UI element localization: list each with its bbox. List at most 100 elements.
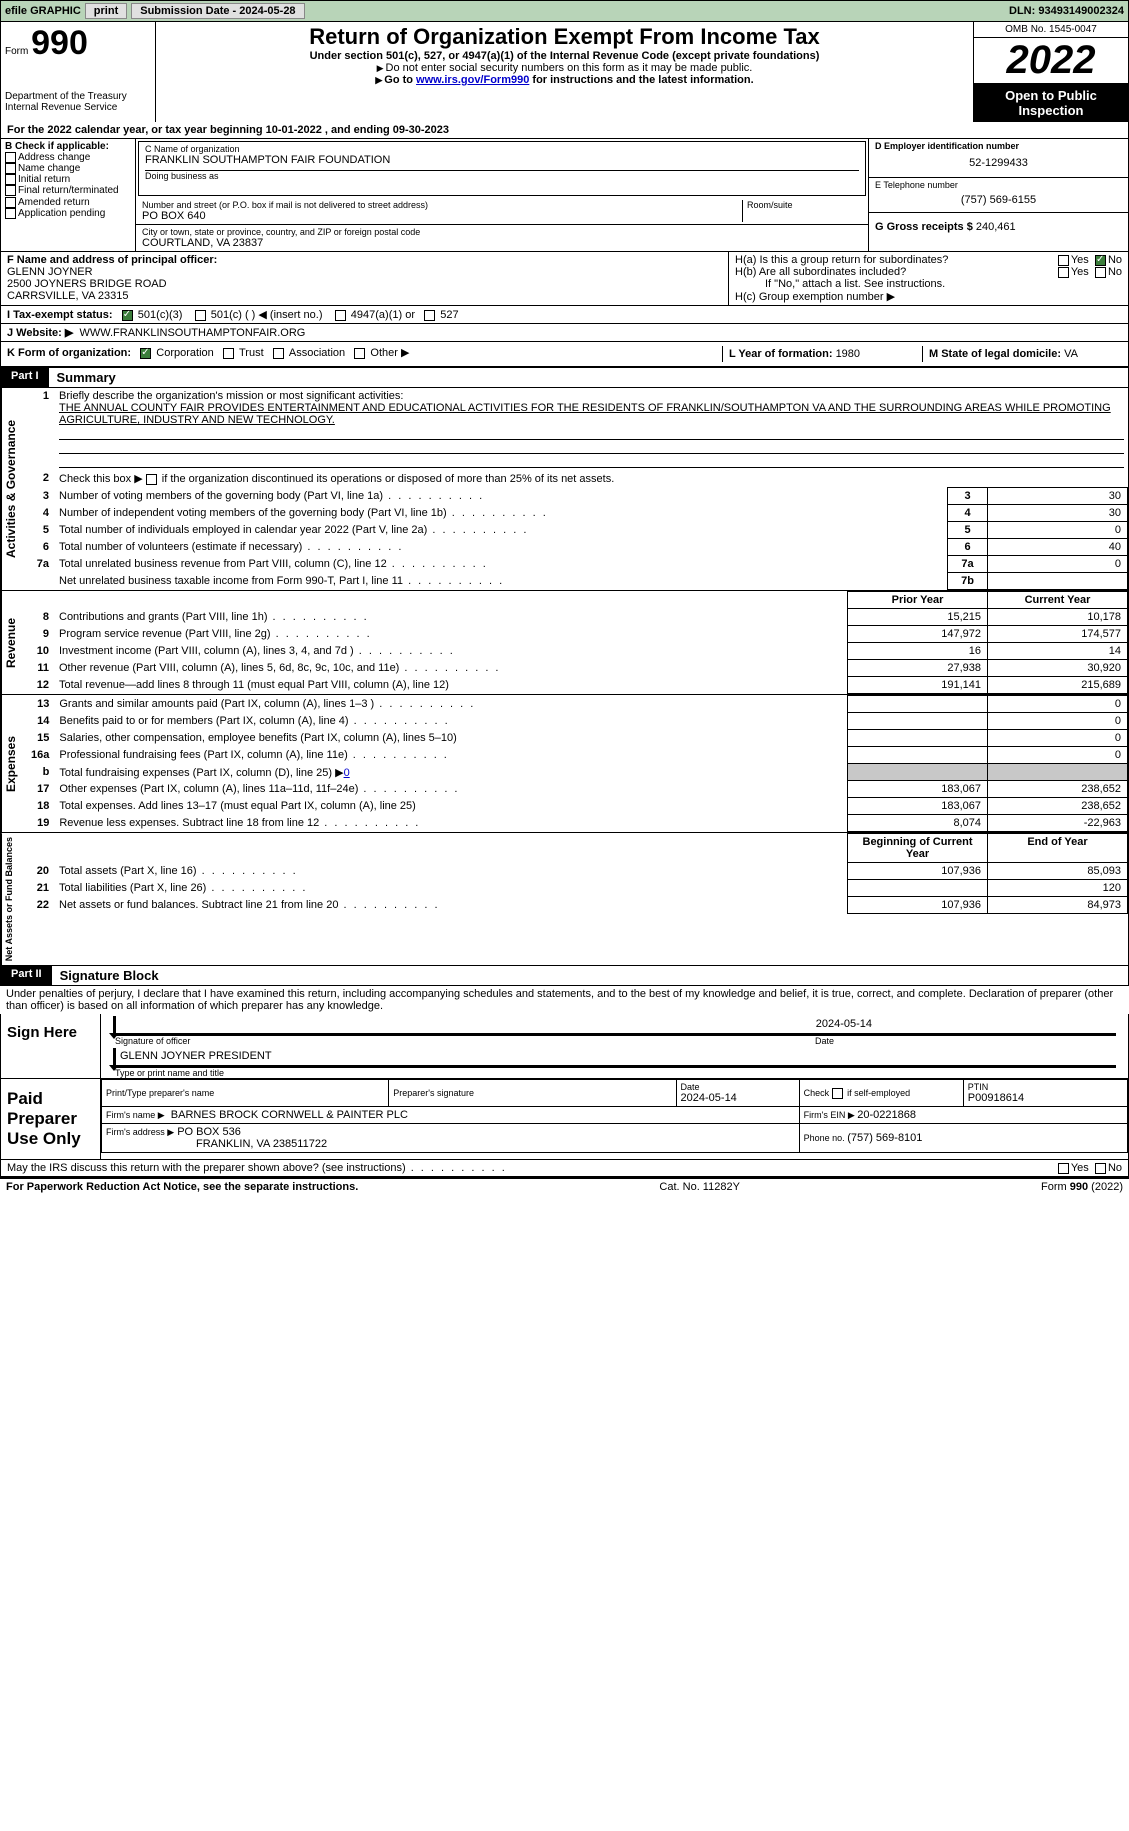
chk-amended[interactable] <box>5 197 16 208</box>
chk-hb-no[interactable] <box>1095 267 1106 278</box>
vlabel-net: Net Assets or Fund Balances <box>1 833 27 965</box>
prep-date: 2024-05-14 <box>681 1092 795 1104</box>
chk-discuss-yes[interactable] <box>1058 1163 1069 1174</box>
ha-label: H(a) Is this a group return for subordin… <box>735 254 975 266</box>
line3-desc: Number of voting members of the governin… <box>55 488 948 505</box>
line15-desc: Salaries, other compensation, employee b… <box>55 730 847 747</box>
dba-label: Doing business as <box>145 171 859 181</box>
line6-val: 40 <box>988 539 1128 556</box>
chk-ha-no[interactable] <box>1095 255 1106 266</box>
row-j: J Website: ▶ WWW.FRANKLINSOUTHAMPTONFAIR… <box>1 323 1128 341</box>
dln: DLN: 93493149002324 <box>1009 5 1124 17</box>
line10-curr: 14 <box>988 643 1128 660</box>
line16b-val[interactable]: 0 <box>344 767 464 779</box>
form-number: 990 <box>31 24 88 63</box>
firm-city: FRANKLIN, VA 238511722 <box>106 1138 795 1150</box>
line11-prior: 27,938 <box>848 660 988 677</box>
chk-ha-yes[interactable] <box>1058 255 1069 266</box>
line19-curr: -22,963 <box>988 815 1128 832</box>
line14-desc: Benefits paid to or for members (Part IX… <box>55 713 847 730</box>
addr-label: Number and street (or P.O. box if mail i… <box>142 200 428 210</box>
discuss-label: May the IRS discuss this return with the… <box>7 1162 507 1174</box>
line15-prior <box>848 730 988 747</box>
line3-val: 30 <box>988 488 1128 505</box>
revenue-section: Revenue Prior YearCurrent Year 8Contribu… <box>0 590 1129 694</box>
firm-addr: PO BOX 536 <box>177 1126 241 1138</box>
line22-prior: 107,936 <box>848 897 988 914</box>
sig-date-label: Date <box>815 1036 1114 1046</box>
line21-prior <box>848 880 988 897</box>
line16b-curr <box>988 764 1128 781</box>
firm-ein-label: Firm's EIN ▶ <box>804 1110 858 1120</box>
line14-curr: 0 <box>988 713 1128 730</box>
chk-501c[interactable] <box>195 310 206 321</box>
gross-label: G Gross receipts $ <box>875 221 976 233</box>
section-entity-info: For the 2022 calendar year, or tax year … <box>0 122 1129 368</box>
line16a-prior <box>848 747 988 764</box>
line7b-val <box>988 573 1128 590</box>
officer-label: F Name and address of principal officer: <box>7 254 722 266</box>
chk-name-change[interactable] <box>5 163 16 174</box>
vlabel-exp: Expenses <box>1 695 27 832</box>
print-button[interactable]: print <box>85 3 127 19</box>
firm-addr-label: Firm's address ▶ <box>106 1127 174 1137</box>
chk-4947[interactable] <box>335 310 346 321</box>
firm-phone: (757) 569-8101 <box>847 1132 922 1144</box>
omb-number: OMB No. 1545-0047 <box>974 22 1128 38</box>
line22-desc: Net assets or fund balances. Subtract li… <box>55 897 848 914</box>
chk-final-return[interactable] <box>5 185 16 196</box>
officer-addr2: CARRSVILLE, VA 23315 <box>7 290 722 302</box>
line7a-desc: Total unrelated business revenue from Pa… <box>55 556 948 573</box>
chk-self-employed[interactable] <box>832 1088 843 1099</box>
firm-name: BARNES BROCK CORNWELL & PAINTER PLC <box>171 1109 408 1121</box>
part2-header: Part II Signature Block <box>0 966 1129 986</box>
line18-curr: 238,652 <box>988 798 1128 815</box>
irs-link[interactable]: www.irs.gov/Form990 <box>416 74 529 86</box>
paid-preparer-label: Paid Preparer Use Only <box>1 1079 101 1159</box>
chk-501c3[interactable] <box>122 310 133 321</box>
line7a-val: 0 <box>988 556 1128 573</box>
chk-discontinued[interactable] <box>146 474 157 485</box>
state-domicile: M State of legal domicile: VA <box>922 346 1122 362</box>
prep-date-label: Date <box>681 1082 795 1092</box>
b-label: B Check if applicable: <box>5 141 131 152</box>
line13-curr: 0 <box>988 696 1128 713</box>
line5-val: 0 <box>988 522 1128 539</box>
chk-pending[interactable] <box>5 208 16 219</box>
line7b-desc: Net unrelated business taxable income fr… <box>55 573 948 590</box>
chk-discuss-no[interactable] <box>1095 1163 1106 1174</box>
line18-desc: Total expenses. Add lines 13–17 (must eq… <box>55 798 847 815</box>
col-end: End of Year <box>988 834 1128 863</box>
chk-initial-return[interactable] <box>5 174 16 185</box>
phone-value: (757) 569-6155 <box>875 190 1122 210</box>
activities-governance: Activities & Governance 1 Briefly descri… <box>0 388 1129 590</box>
vlabel-ag: Activities & Governance <box>1 388 27 590</box>
netassets-section: Net Assets or Fund Balances Beginning of… <box>0 832 1129 966</box>
chk-assoc[interactable] <box>273 348 284 359</box>
tax-year: 2022 <box>974 38 1128 84</box>
form-title: Return of Organization Exempt From Incom… <box>164 24 965 50</box>
line13-desc: Grants and similar amounts paid (Part IX… <box>55 696 847 713</box>
line13-prior <box>848 696 988 713</box>
chk-527[interactable] <box>424 310 435 321</box>
chk-address-change[interactable] <box>5 152 16 163</box>
year-formation: L Year of formation: 1980 <box>722 346 922 362</box>
form-label: Form <box>5 46 28 57</box>
gross-value: 240,461 <box>976 221 1016 233</box>
submission-date-button[interactable]: Submission Date - 2024-05-28 <box>131 3 304 19</box>
line17-desc: Other expenses (Part IX, column (A), lin… <box>55 781 847 798</box>
line4-val: 30 <box>988 505 1128 522</box>
line5-desc: Total number of individuals employed in … <box>55 522 948 539</box>
line20-prior: 107,936 <box>848 863 988 880</box>
q2-label: Check this box ▶ if the organization dis… <box>55 470 1128 488</box>
line12-desc: Total revenue—add lines 8 through 11 (mu… <box>55 677 848 694</box>
prep-sig-label: Preparer's signature <box>393 1088 671 1098</box>
calendar-year-line: For the 2022 calendar year, or tax year … <box>1 122 1128 139</box>
org-city: COURTLAND, VA 23837 <box>142 237 862 249</box>
ein-value: 52-1299433 <box>875 151 1122 175</box>
chk-hb-yes[interactable] <box>1058 267 1069 278</box>
chk-trust[interactable] <box>223 348 234 359</box>
col-prior: Prior Year <box>848 592 988 609</box>
chk-corp[interactable] <box>140 348 151 359</box>
chk-other[interactable] <box>354 348 365 359</box>
